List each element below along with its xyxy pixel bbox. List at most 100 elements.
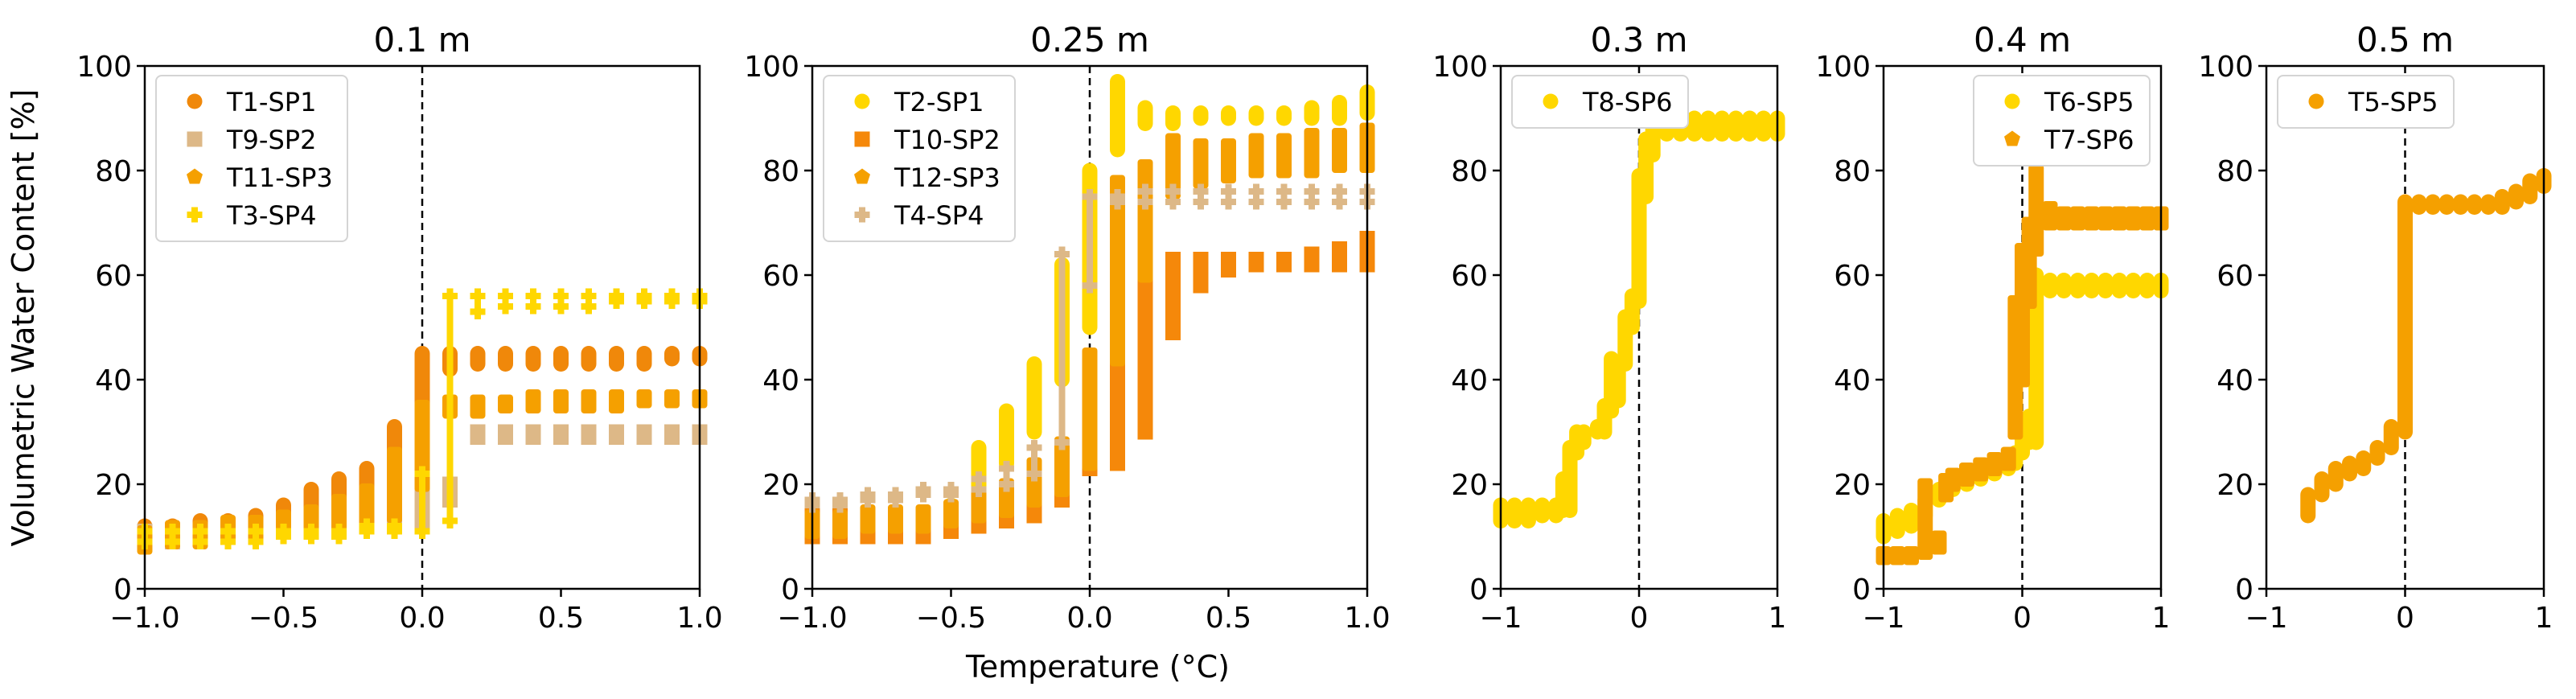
data-point [1904, 503, 1919, 534]
legend-marker [854, 93, 870, 109]
data-series [1876, 164, 2169, 565]
data-point [1026, 440, 1042, 482]
data-point [1026, 457, 1042, 508]
data-point [2000, 446, 2016, 471]
data-point [636, 346, 652, 372]
legend-frame [1511, 75, 1689, 129]
data-point [2411, 194, 2427, 215]
legend-marker [2004, 93, 2020, 109]
data-point [1248, 183, 1264, 210]
data-point [1026, 356, 1042, 440]
legend-marker [854, 207, 870, 223]
data-point [1332, 183, 1347, 210]
data-point [525, 288, 541, 315]
legend-label: T10-SP2 [894, 125, 1000, 155]
data-point [2139, 206, 2155, 231]
x-tick-label: −1 [2245, 602, 2287, 635]
data-point [999, 478, 1014, 518]
y-tick-label: 0 [2235, 574, 2253, 606]
data-point [1742, 110, 1758, 142]
data-point [359, 483, 375, 528]
data-point [470, 346, 486, 372]
data-point [860, 487, 876, 508]
data-point [498, 394, 513, 413]
data-point [1221, 183, 1236, 210]
data-point [2042, 201, 2058, 231]
x-tick-label: −1 [1479, 602, 1522, 635]
y-tick-label: 40 [1451, 364, 1488, 397]
data-point [636, 389, 652, 409]
data-series [2300, 168, 2552, 524]
data-point [2522, 173, 2538, 204]
x-tick-label: 0 [1630, 602, 1649, 635]
x-tick-label: 1.0 [1344, 602, 1390, 635]
data-point [1917, 478, 1933, 560]
x-tick-label: 1 [2535, 602, 2553, 635]
x-tick-label: 0.5 [1206, 602, 1251, 635]
legend: T6-SP5 T7-SP6 [1973, 75, 2151, 167]
data-point [525, 346, 541, 372]
data-point [1110, 189, 1125, 210]
data-point [1276, 105, 1292, 126]
data-point [1576, 424, 1592, 450]
data-point [1193, 183, 1209, 210]
data-point [1165, 183, 1181, 210]
legend-label: T11-SP3 [226, 162, 333, 193]
data-series [137, 389, 708, 555]
data-point [943, 499, 959, 528]
data-point [2383, 419, 2399, 455]
y-tick-label: 80 [762, 155, 799, 188]
data-point [1082, 347, 1098, 471]
data-series [804, 122, 1375, 539]
y-tick-label: 100 [1815, 51, 1871, 84]
y-tick-label: 60 [1451, 260, 1488, 293]
data-point [999, 403, 1014, 471]
x-tick-label: −0.5 [916, 602, 986, 635]
data-point [498, 288, 513, 315]
data-point [1959, 463, 1974, 487]
data-point [359, 518, 375, 539]
data-point [2070, 273, 2085, 298]
data-point [2314, 471, 2330, 503]
data-point [1221, 252, 1236, 278]
y-tick-label: 100 [744, 51, 799, 84]
data-point [525, 389, 541, 413]
data-point [2327, 461, 2344, 492]
data-point [2097, 273, 2114, 298]
data-point [971, 471, 987, 497]
data-point [2097, 206, 2114, 231]
data-point [248, 524, 264, 549]
y-tick-label: 20 [1451, 469, 1488, 502]
x-tick-label: −1.0 [777, 602, 847, 635]
y-tick-label: 100 [76, 51, 132, 84]
chart-title: 0.25 m [1030, 20, 1149, 60]
x-tick-label: 0 [2396, 602, 2414, 635]
x-tick-label: −1.0 [109, 602, 179, 635]
data-point [1137, 241, 1153, 440]
y-tick-label: 40 [95, 364, 132, 397]
data-point [1889, 546, 1905, 565]
y-tick-label: 40 [762, 364, 799, 397]
chart-title: 0.5 m [2356, 20, 2454, 60]
legend: T1-SP1 T9-SP2 T11-SP3 T3-SP4 [155, 75, 348, 242]
figure-xlabel: Temperature (°C) [965, 649, 1230, 685]
legend-marker [1543, 93, 1559, 109]
data-point [192, 524, 208, 549]
data-point [609, 424, 624, 445]
legend: T2-SP1 T10-SP2 T12-SP3 T4-SP4 [823, 75, 1016, 242]
data-point [1193, 138, 1209, 189]
legend: T5-SP5 [2277, 75, 2455, 129]
data-point [999, 461, 1014, 492]
data-point [2042, 273, 2058, 298]
data-point [2028, 267, 2044, 450]
data-point [1137, 159, 1153, 283]
y-tick-label: 60 [2217, 260, 2253, 293]
data-point [2425, 194, 2441, 215]
legend-marker [2308, 93, 2324, 109]
data-point [470, 288, 486, 319]
y-tick-label: 40 [2217, 364, 2253, 397]
legend-marker [854, 131, 870, 147]
x-tick-label: 0.0 [1066, 602, 1112, 635]
